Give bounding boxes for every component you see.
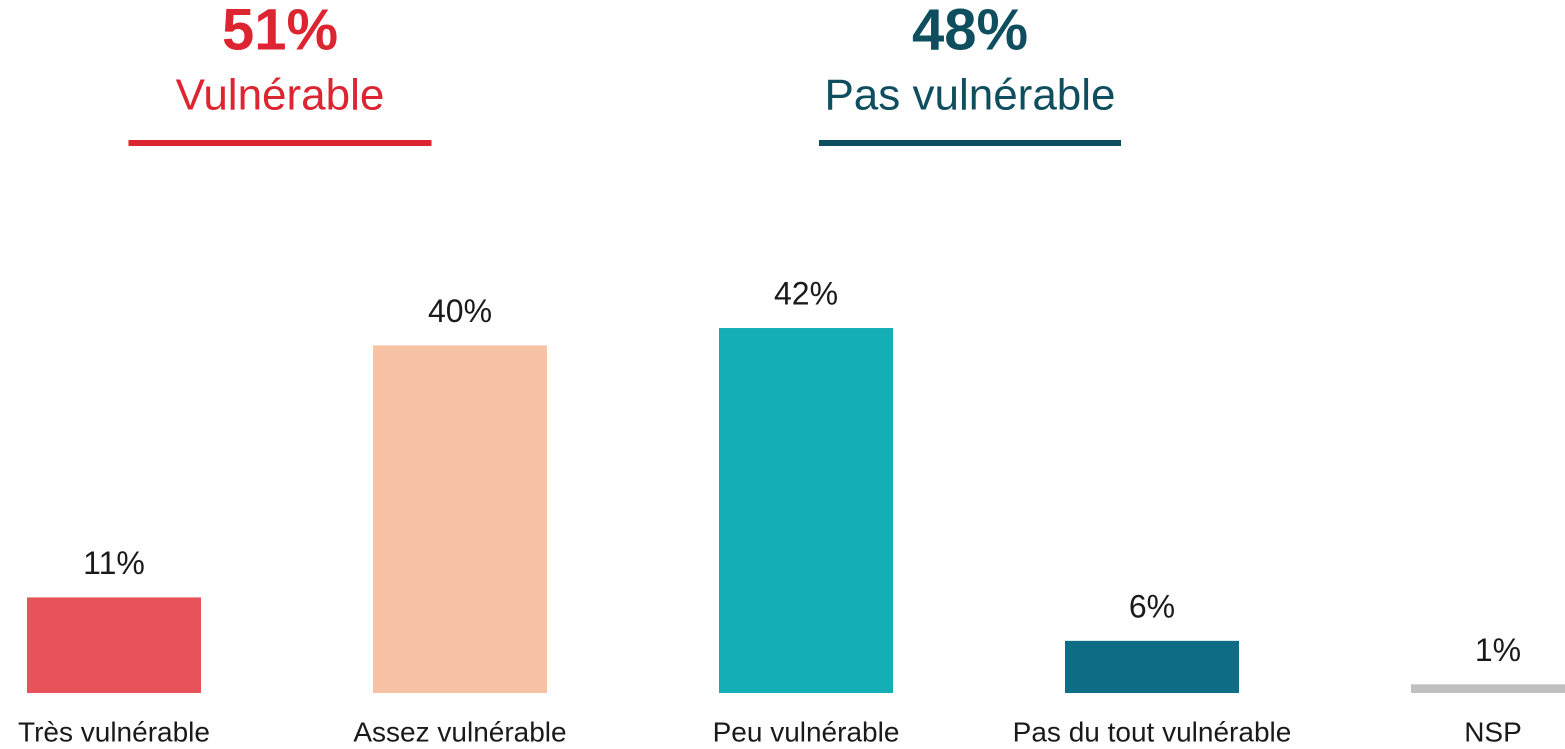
group-underline [128,140,432,146]
value-label: 42% [774,275,838,311]
value-label: 6% [1129,588,1175,624]
bar [373,345,547,693]
group-total: 48% [912,0,1028,62]
bar [27,597,201,693]
group-total: 51% [222,0,338,62]
group-label: Pas vulnérable [824,71,1115,120]
group-label: Vulnérable [176,71,385,120]
value-label: 11% [83,545,145,581]
bar [1065,640,1239,693]
x-tick-label: Assez vulnérable [353,716,566,747]
value-label: 1% [1475,632,1521,668]
value-label: 40% [428,293,492,329]
bar [1411,684,1565,693]
x-tick-label: Très vulnérable [18,716,210,747]
bar [719,328,893,693]
x-tick-label: NSP [1464,716,1522,747]
x-tick-label: Pas du tout vulnérable [1013,716,1292,747]
x-tick-label: Peu vulnérable [713,716,900,747]
group-underline [819,140,1121,146]
